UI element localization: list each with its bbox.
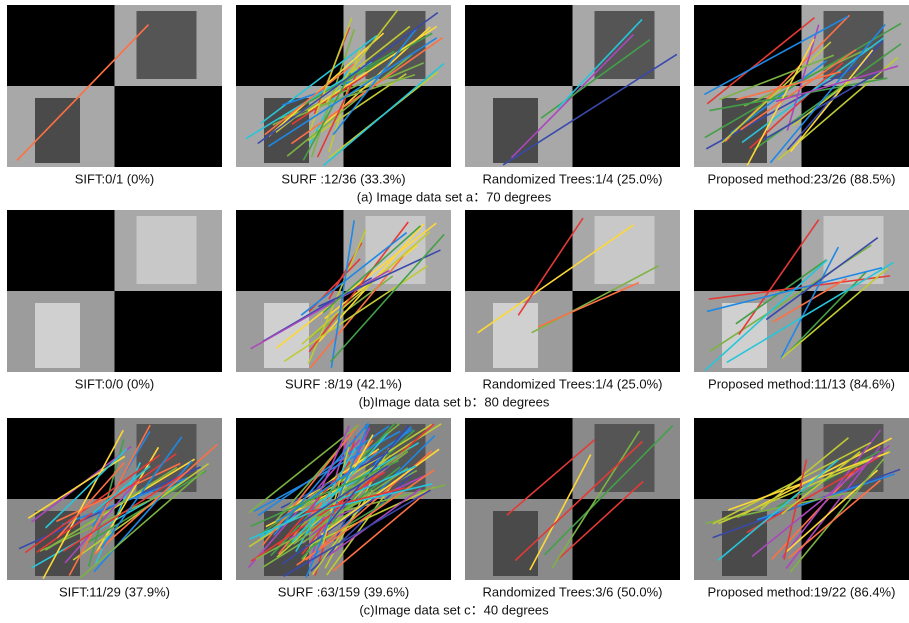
panel-label: Randomized Trees:3/6 (50.0%) <box>483 584 663 599</box>
row-caption: (a) Image data set a：70 degrees <box>357 189 552 204</box>
panel-label: Proposed method:11/13 (84.6%) <box>708 376 895 391</box>
object <box>264 303 309 368</box>
match-image <box>465 5 680 167</box>
object <box>137 11 197 79</box>
match-image <box>694 418 909 580</box>
panel-label: SURF :63/159 (39.6%) <box>278 584 410 599</box>
object <box>595 216 655 284</box>
match-image <box>7 418 222 580</box>
panel-label: SURF :8/19 (42.1%) <box>285 376 402 391</box>
panel-label: SIFT:11/29 (37.9%) <box>59 584 170 599</box>
panel-label: SIFT:0/1 (0%) <box>75 171 154 186</box>
match-image <box>236 210 451 372</box>
match-image <box>465 418 680 580</box>
page: SIFT:0/1 (0%) SURF :12/36 (33.3%) Randomiz… <box>0 0 909 623</box>
object <box>595 11 655 79</box>
panel-label: Randomized Trees:1/4 (25.0%) <box>483 171 663 186</box>
object <box>35 98 80 163</box>
panel-label: Proposed method:23/26 (88.5%) <box>708 171 896 186</box>
panel-label: SURF :12/36 (33.3%) <box>281 171 405 186</box>
object <box>137 216 197 284</box>
match-image <box>236 418 451 580</box>
panel-label: Proposed method:19/22 (86.4%) <box>708 584 896 599</box>
match-image <box>7 210 222 372</box>
match-image <box>465 210 680 372</box>
match-image <box>236 5 451 167</box>
match-image <box>7 5 222 167</box>
object <box>493 303 538 368</box>
object <box>35 303 80 368</box>
panel-label: SIFT:0/0 (0%) <box>75 376 154 391</box>
panel-label: Randomized Trees:1/4 (25.0%) <box>483 376 663 391</box>
match-image <box>694 5 909 167</box>
row-caption: (b)Image data set b：80 degrees <box>359 394 550 409</box>
row-caption: (c)Image data set c：40 degrees <box>359 602 549 617</box>
match-image <box>694 210 909 372</box>
figure: SIFT:0/1 (0%) SURF :12/36 (33.3%) Randomiz… <box>0 0 909 623</box>
